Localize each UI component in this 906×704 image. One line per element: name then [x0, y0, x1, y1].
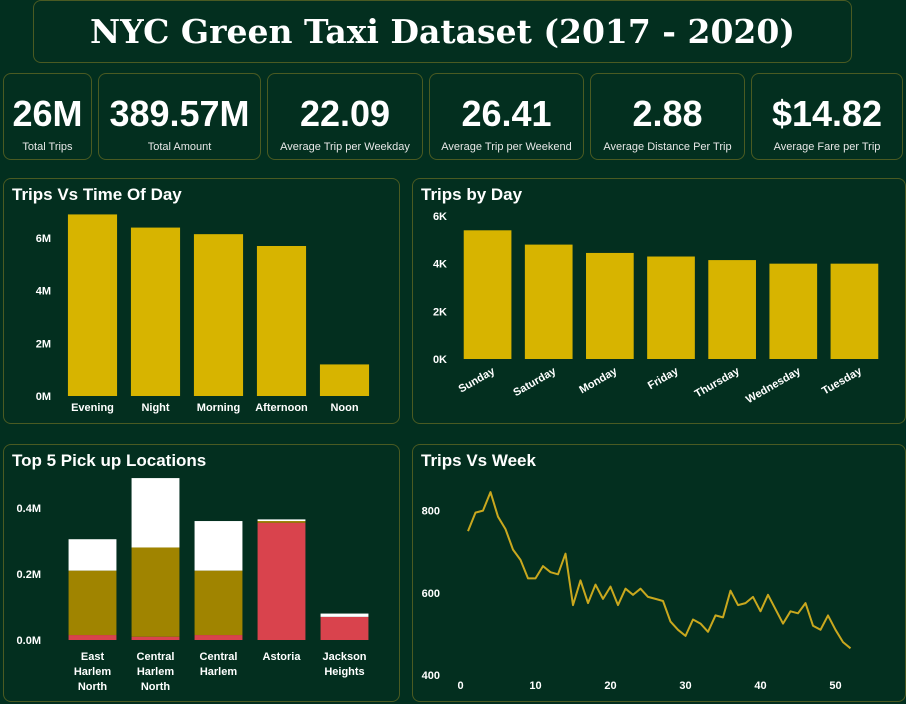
stack-segment	[257, 522, 306, 640]
bar-saturday	[524, 244, 573, 359]
y-tick-label: 0.4M	[17, 503, 41, 515]
x-tick-label: 20	[604, 680, 616, 692]
kpi-value: 26.41	[461, 93, 552, 134]
x-tick-label: 10	[529, 680, 541, 692]
x-tick-label: Monday	[577, 365, 620, 397]
y-tick-label: 0K	[433, 354, 447, 366]
x-tick-label: Morning	[197, 402, 240, 414]
trips-vs-week-chart: 400 600 800 0 10 20 30 40 50	[422, 491, 852, 692]
trips-by-day-chart: 0K 2K 4K 6K Sunday Saturday Monday Friday Thursd…	[433, 211, 879, 406]
x-tick-label: 0	[457, 680, 463, 692]
x-tick-label: Evening	[71, 402, 114, 414]
x-tick-label: Wednesday	[744, 365, 804, 406]
bar-tuesday	[830, 263, 879, 359]
kpi-label: Average Trip per Weekend	[441, 141, 572, 153]
stack-segment	[194, 521, 243, 571]
chart-title: Trips Vs Week	[421, 451, 536, 470]
x-tick-label: Sunday	[457, 365, 498, 396]
stack-segment	[320, 613, 369, 617]
stack-segment	[131, 636, 180, 640]
trips-vs-week-chart-panel[interactable]: Trips Vs Week 400 600 800 0 10 20 30 40 50	[412, 444, 906, 702]
bar-noon	[319, 364, 370, 396]
kpi-label: Average Trip per Weekday	[280, 141, 410, 153]
y-tick-label: 6M	[36, 233, 51, 245]
kpi-avg-trip-weekend[interactable]: 26.41 Average Trip per Weekend	[429, 73, 584, 160]
kpi-value: 2.88	[632, 93, 703, 134]
x-tick-label: Friday	[646, 365, 681, 392]
kpi-value: 26M	[12, 93, 83, 134]
kpi-label: Total Amount	[147, 141, 212, 153]
stack-segment	[257, 519, 306, 522]
x-tick-label: 30	[679, 680, 691, 692]
x-tick-label: 50	[829, 680, 841, 692]
bar-sunday	[463, 230, 512, 359]
chart-title: Trips by Day	[421, 185, 523, 204]
bar-morning	[193, 234, 244, 396]
x-tick-label: Central Harlem North	[137, 651, 175, 693]
x-tick-label: 40	[754, 680, 766, 692]
y-tick-label: 2M	[36, 338, 51, 350]
y-tick-label: 4M	[36, 286, 51, 298]
x-tick-label: Tuesday	[820, 365, 865, 398]
stack-segment	[257, 521, 306, 523]
bar-night	[130, 227, 181, 396]
bar-monday	[586, 252, 634, 359]
x-tick-label: East Harlem North	[74, 651, 112, 693]
y-tick-label: 400	[422, 670, 440, 682]
kpi-label: Total Trips	[22, 141, 73, 153]
x-tick-label: Central Harlem	[200, 651, 238, 678]
stack-segment	[320, 616, 369, 640]
x-tick-label: Saturday	[511, 365, 559, 399]
y-tick-label: 800	[422, 506, 440, 518]
kpi-avg-distance[interactable]: 2.88 Average Distance Per Trip	[590, 73, 745, 160]
x-tick-label: Night	[141, 402, 169, 414]
y-tick-label: 0M	[36, 391, 51, 403]
stack-segment	[194, 570, 243, 636]
kpi-total-amount[interactable]: 389.57M Total Amount	[98, 73, 261, 160]
stack-segment	[131, 478, 180, 548]
stack-segment	[68, 539, 117, 571]
stack-segment	[194, 635, 243, 640]
stack-segment	[68, 635, 117, 640]
bar-evening	[67, 214, 118, 396]
trips-by-day-chart-panel[interactable]: Trips by Day 0K 2K 4K 6K Sunday Saturday Monda…	[412, 178, 906, 424]
dashboard-title: NYC Green Taxi Dataset (2017 - 2020)	[33, 0, 852, 63]
kpi-avg-fare[interactable]: $14.82 Average Fare per Trip	[751, 73, 903, 160]
y-tick-label: 6K	[433, 211, 447, 223]
bar-afternoon	[256, 246, 307, 396]
x-tick-label: Jackson Heights	[322, 651, 366, 678]
time-of-day-chart-panel[interactable]: Trips Vs Time Of Day 0M 2M 4M 6M Evening Nigh…	[3, 178, 400, 424]
y-tick-label: 4K	[433, 259, 447, 271]
kpi-label: Average Distance Per Trip	[603, 141, 732, 153]
x-tick-label: Astoria	[263, 651, 302, 663]
kpi-label: Average Fare per Trip	[773, 141, 881, 153]
bar-wednesday	[769, 263, 818, 359]
trips-line	[467, 491, 852, 650]
kpi-value: 389.57M	[109, 93, 250, 134]
stack-segment	[131, 547, 180, 637]
bar-thursday	[708, 260, 756, 359]
kpi-avg-trip-weekday[interactable]: 22.09 Average Trip per Weekday	[267, 73, 423, 160]
kpi-value: 22.09	[299, 93, 391, 134]
x-tick-label: Noon	[330, 402, 358, 414]
x-tick-label: Thursday	[693, 365, 743, 401]
kpi-total-trips[interactable]: 26M Total Trips	[3, 73, 92, 160]
pickup-locations-chart: 0.0M 0.2M 0.4M East Harlem North Central Harlem…	[17, 478, 369, 693]
kpi-value: $14.82	[771, 93, 883, 134]
bar-friday	[647, 256, 695, 359]
y-tick-label: 600	[422, 588, 440, 600]
y-tick-label: 2K	[433, 306, 447, 318]
pickup-locations-chart-panel[interactable]: Top 5 Pick up Locations 0.0M 0.2M 0.4M East…	[3, 444, 400, 702]
y-tick-label: 0.0M	[17, 635, 41, 647]
chart-title: Trips Vs Time Of Day	[12, 185, 182, 204]
x-tick-label: Afternoon	[255, 402, 308, 414]
y-tick-label: 0.2M	[17, 569, 41, 581]
time-of-day-chart: 0M 2M 4M 6M Evening Night Morning Afternoon Noon	[36, 214, 370, 414]
stack-segment	[68, 570, 117, 636]
chart-title: Top 5 Pick up Locations	[12, 451, 207, 470]
